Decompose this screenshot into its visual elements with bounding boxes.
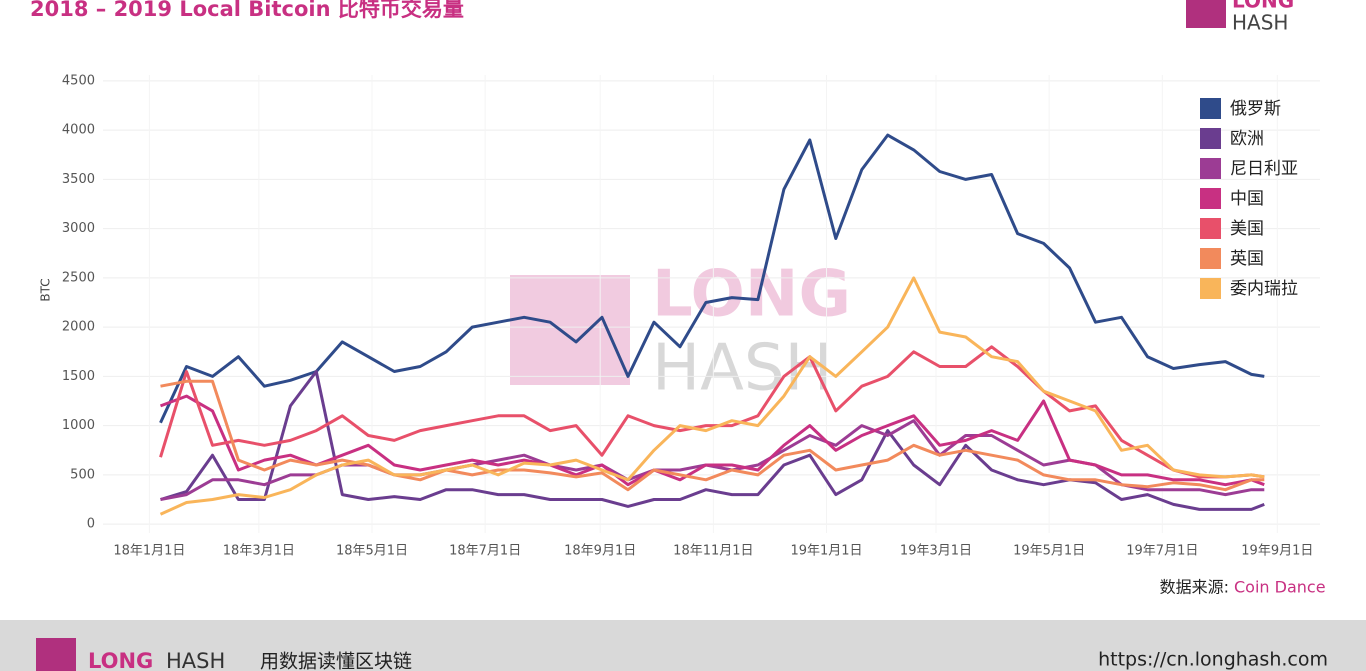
- legend-label: 欧洲: [1230, 129, 1264, 149]
- x-tick-label: 19年1月1日: [790, 544, 862, 559]
- x-tick-label: 19年7月1日: [1126, 544, 1198, 559]
- logo-mark: [1186, 0, 1226, 28]
- series-line: [160, 379, 1265, 492]
- legend-label: 英国: [1230, 249, 1264, 269]
- legend-swatch: [1200, 278, 1221, 299]
- legend-swatch: [1200, 98, 1221, 119]
- x-tick-label: 19年5月1日: [1013, 544, 1085, 559]
- legend-swatch: [1200, 188, 1221, 209]
- footer-logo-text: HASH: [166, 649, 225, 671]
- series-line: [159, 394, 1265, 487]
- plot: 0 500 1000 1500 2000 2500 3000 3500 4000 4500 18年1…: [62, 73, 1320, 559]
- top-logo: LONG HASH: [1186, 0, 1294, 35]
- logo-text: HASH: [1232, 11, 1288, 35]
- legend-label: 委内瑞拉: [1230, 279, 1298, 299]
- x-tick-label: 18年9月1日: [564, 544, 636, 559]
- x-tick-label: 18年7月1日: [449, 544, 521, 559]
- y-tick-label: 1000: [62, 418, 95, 433]
- legend-label: 美国: [1230, 219, 1264, 239]
- legend-label: 尼日利亚: [1230, 159, 1298, 179]
- y-tick-label: 4000: [62, 123, 95, 138]
- y-tick-label: 4500: [62, 73, 95, 88]
- source-label: 数据来源:: [1160, 578, 1229, 597]
- legend-swatch: [1200, 248, 1221, 269]
- x-tick-label: 19年3月1日: [900, 544, 972, 559]
- y-tick-label: 0: [87, 517, 95, 532]
- footer-url: https://cn.longhash.com: [1098, 649, 1328, 671]
- y-tick-label: 2500: [62, 270, 95, 285]
- footer: [0, 620, 1366, 671]
- y-axis-label: BTC: [39, 278, 53, 301]
- series-line: [159, 276, 1265, 516]
- watermark-mark: [510, 275, 630, 385]
- y-tick-label: 3500: [62, 172, 95, 187]
- watermark-text: HASH: [652, 332, 833, 406]
- y-tick-label: 1500: [62, 369, 95, 384]
- footer-slogan: 用数据读懂区块链: [260, 651, 412, 671]
- series-line: [160, 370, 1265, 511]
- y-tick-label: 2000: [62, 320, 95, 335]
- legend-swatch: [1200, 158, 1221, 179]
- logo-text: LONG: [1232, 0, 1294, 13]
- legend-swatch: [1200, 128, 1221, 149]
- series-line: [159, 133, 1265, 424]
- footer-logo-text: LONG: [88, 649, 153, 671]
- watermark-text: LONG: [652, 258, 851, 332]
- x-tick-label: 18年3月1日: [223, 544, 295, 559]
- legend-label: 中国: [1230, 189, 1264, 209]
- source-name: Coin Dance: [1234, 578, 1326, 597]
- legend-label: 俄罗斯: [1230, 99, 1281, 119]
- x-tick-label: 18年1月1日: [113, 544, 185, 559]
- title: 2018 – 2019 Local Bitcoin 比特币交易量: [30, 0, 464, 21]
- x-tick-label: 18年11月1日: [673, 544, 753, 559]
- footer-logo-mark: [36, 638, 76, 671]
- y-tick-label: 3000: [62, 221, 95, 236]
- legend-swatch: [1200, 218, 1221, 239]
- x-tick-label: 19年9月1日: [1241, 544, 1313, 559]
- x-tick-label: 18年5月1日: [336, 544, 408, 559]
- y-tick-label: 500: [70, 467, 95, 482]
